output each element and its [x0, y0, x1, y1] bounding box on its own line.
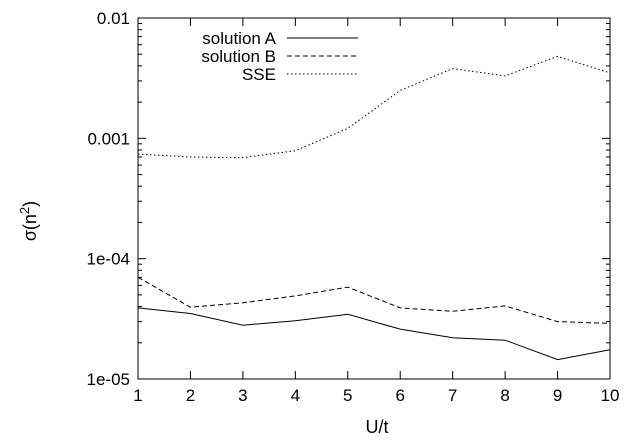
series-line-1 [137, 276, 611, 324]
x-tick-label: 8 [500, 386, 509, 405]
x-tick-label: 7 [448, 386, 457, 405]
x-tick-label: 10 [601, 386, 620, 405]
y-tick-label: 1e-04 [87, 250, 130, 269]
series-line-0 [137, 307, 611, 361]
x-tick-label: 3 [238, 386, 247, 405]
ticks: 1 2 3 4 5 6 7 8 9 10 1e-05 1e-04 0.001 0.01 [87, 9, 620, 405]
legend-label-2: SSE [242, 65, 276, 84]
legend-label-0: solution A [202, 29, 276, 48]
y-tick-label: 1e-05 [87, 370, 130, 389]
x-tick-label: 6 [395, 386, 404, 405]
y-tick-label: 0.001 [87, 129, 130, 148]
x-axis-label: U/t [365, 417, 388, 437]
y-tick-label: 0.01 [97, 9, 130, 28]
x-tick-label: 2 [186, 386, 195, 405]
series-group [137, 55, 611, 361]
x-tick-label: 5 [343, 386, 352, 405]
x-tick-label: 1 [133, 386, 142, 405]
x-tick-label: 4 [291, 386, 300, 405]
legend-label-1: solution B [201, 47, 276, 66]
y-axis-label: σ(n2) [17, 201, 40, 241]
series-line-2 [137, 55, 611, 159]
plot-frame [137, 17, 611, 380]
axes [137, 17, 611, 380]
x-tick-label: 9 [553, 386, 562, 405]
